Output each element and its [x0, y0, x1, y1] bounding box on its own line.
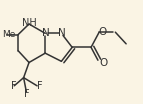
Text: Me: Me — [2, 30, 15, 39]
Text: O: O — [99, 58, 107, 68]
Text: O: O — [99, 27, 107, 37]
Text: N: N — [42, 28, 50, 38]
Text: F: F — [23, 89, 29, 99]
Text: N: N — [57, 28, 65, 38]
Text: F: F — [37, 81, 43, 91]
Text: F: F — [11, 81, 17, 91]
Text: NH: NH — [22, 18, 36, 28]
